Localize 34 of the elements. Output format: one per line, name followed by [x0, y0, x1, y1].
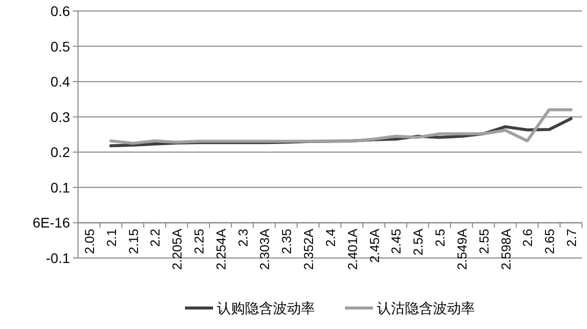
x-tick-label: 2.35	[279, 228, 294, 254]
line-series	[109, 108, 573, 145]
legend-label: 认购隐含波动率	[217, 300, 315, 316]
x-tick-label: 2.303A	[257, 228, 272, 270]
x-tick-label: 2.1	[104, 228, 119, 247]
x-tick-label: 2.7	[564, 228, 580, 247]
x-tick-label: 2.352A	[301, 228, 316, 270]
y-tick-label: 0.2	[50, 144, 70, 160]
y-tick-label: -0.1	[46, 250, 70, 266]
x-tick-label: 2.05	[82, 228, 97, 254]
y-tick-label: 0.1	[50, 179, 70, 196]
x-tick-label: 2.549A	[454, 228, 470, 270]
y-tick-label: 0.3	[50, 108, 70, 125]
x-tick-label: 2.5	[432, 228, 448, 247]
x-tick-label: 2.205A	[170, 228, 185, 270]
x-tick-label: 2.598A	[498, 228, 514, 270]
x-tick-label: 2.65	[542, 228, 558, 254]
x-tick-label: 2.4	[323, 228, 338, 247]
x-tick-label: 2.45	[388, 228, 404, 254]
x-tick-label: 2.401A	[344, 228, 360, 270]
y-tick-label: 0.5	[50, 38, 70, 54]
x-tick-label: 2.254A	[213, 228, 228, 270]
x-tick-label: 2.3	[235, 228, 250, 247]
x-tick-label: 2.6	[520, 228, 536, 247]
y-tick-label: 6E-16	[32, 214, 70, 231]
x-tick-label: 2.15	[126, 228, 141, 254]
x-tick-label: 2.25	[192, 228, 207, 254]
x-tick-label: 2.5A	[410, 228, 426, 256]
y-tick-label: 0.4	[50, 74, 70, 90]
x-tick-label: 2.2	[148, 228, 163, 247]
legend-label: 认沽隐含波动率	[377, 300, 475, 316]
y-tick-label: 0.6	[50, 3, 70, 19]
x-tick-label: 2.55	[476, 228, 492, 254]
x-tick-label: 2.45A	[366, 228, 382, 263]
